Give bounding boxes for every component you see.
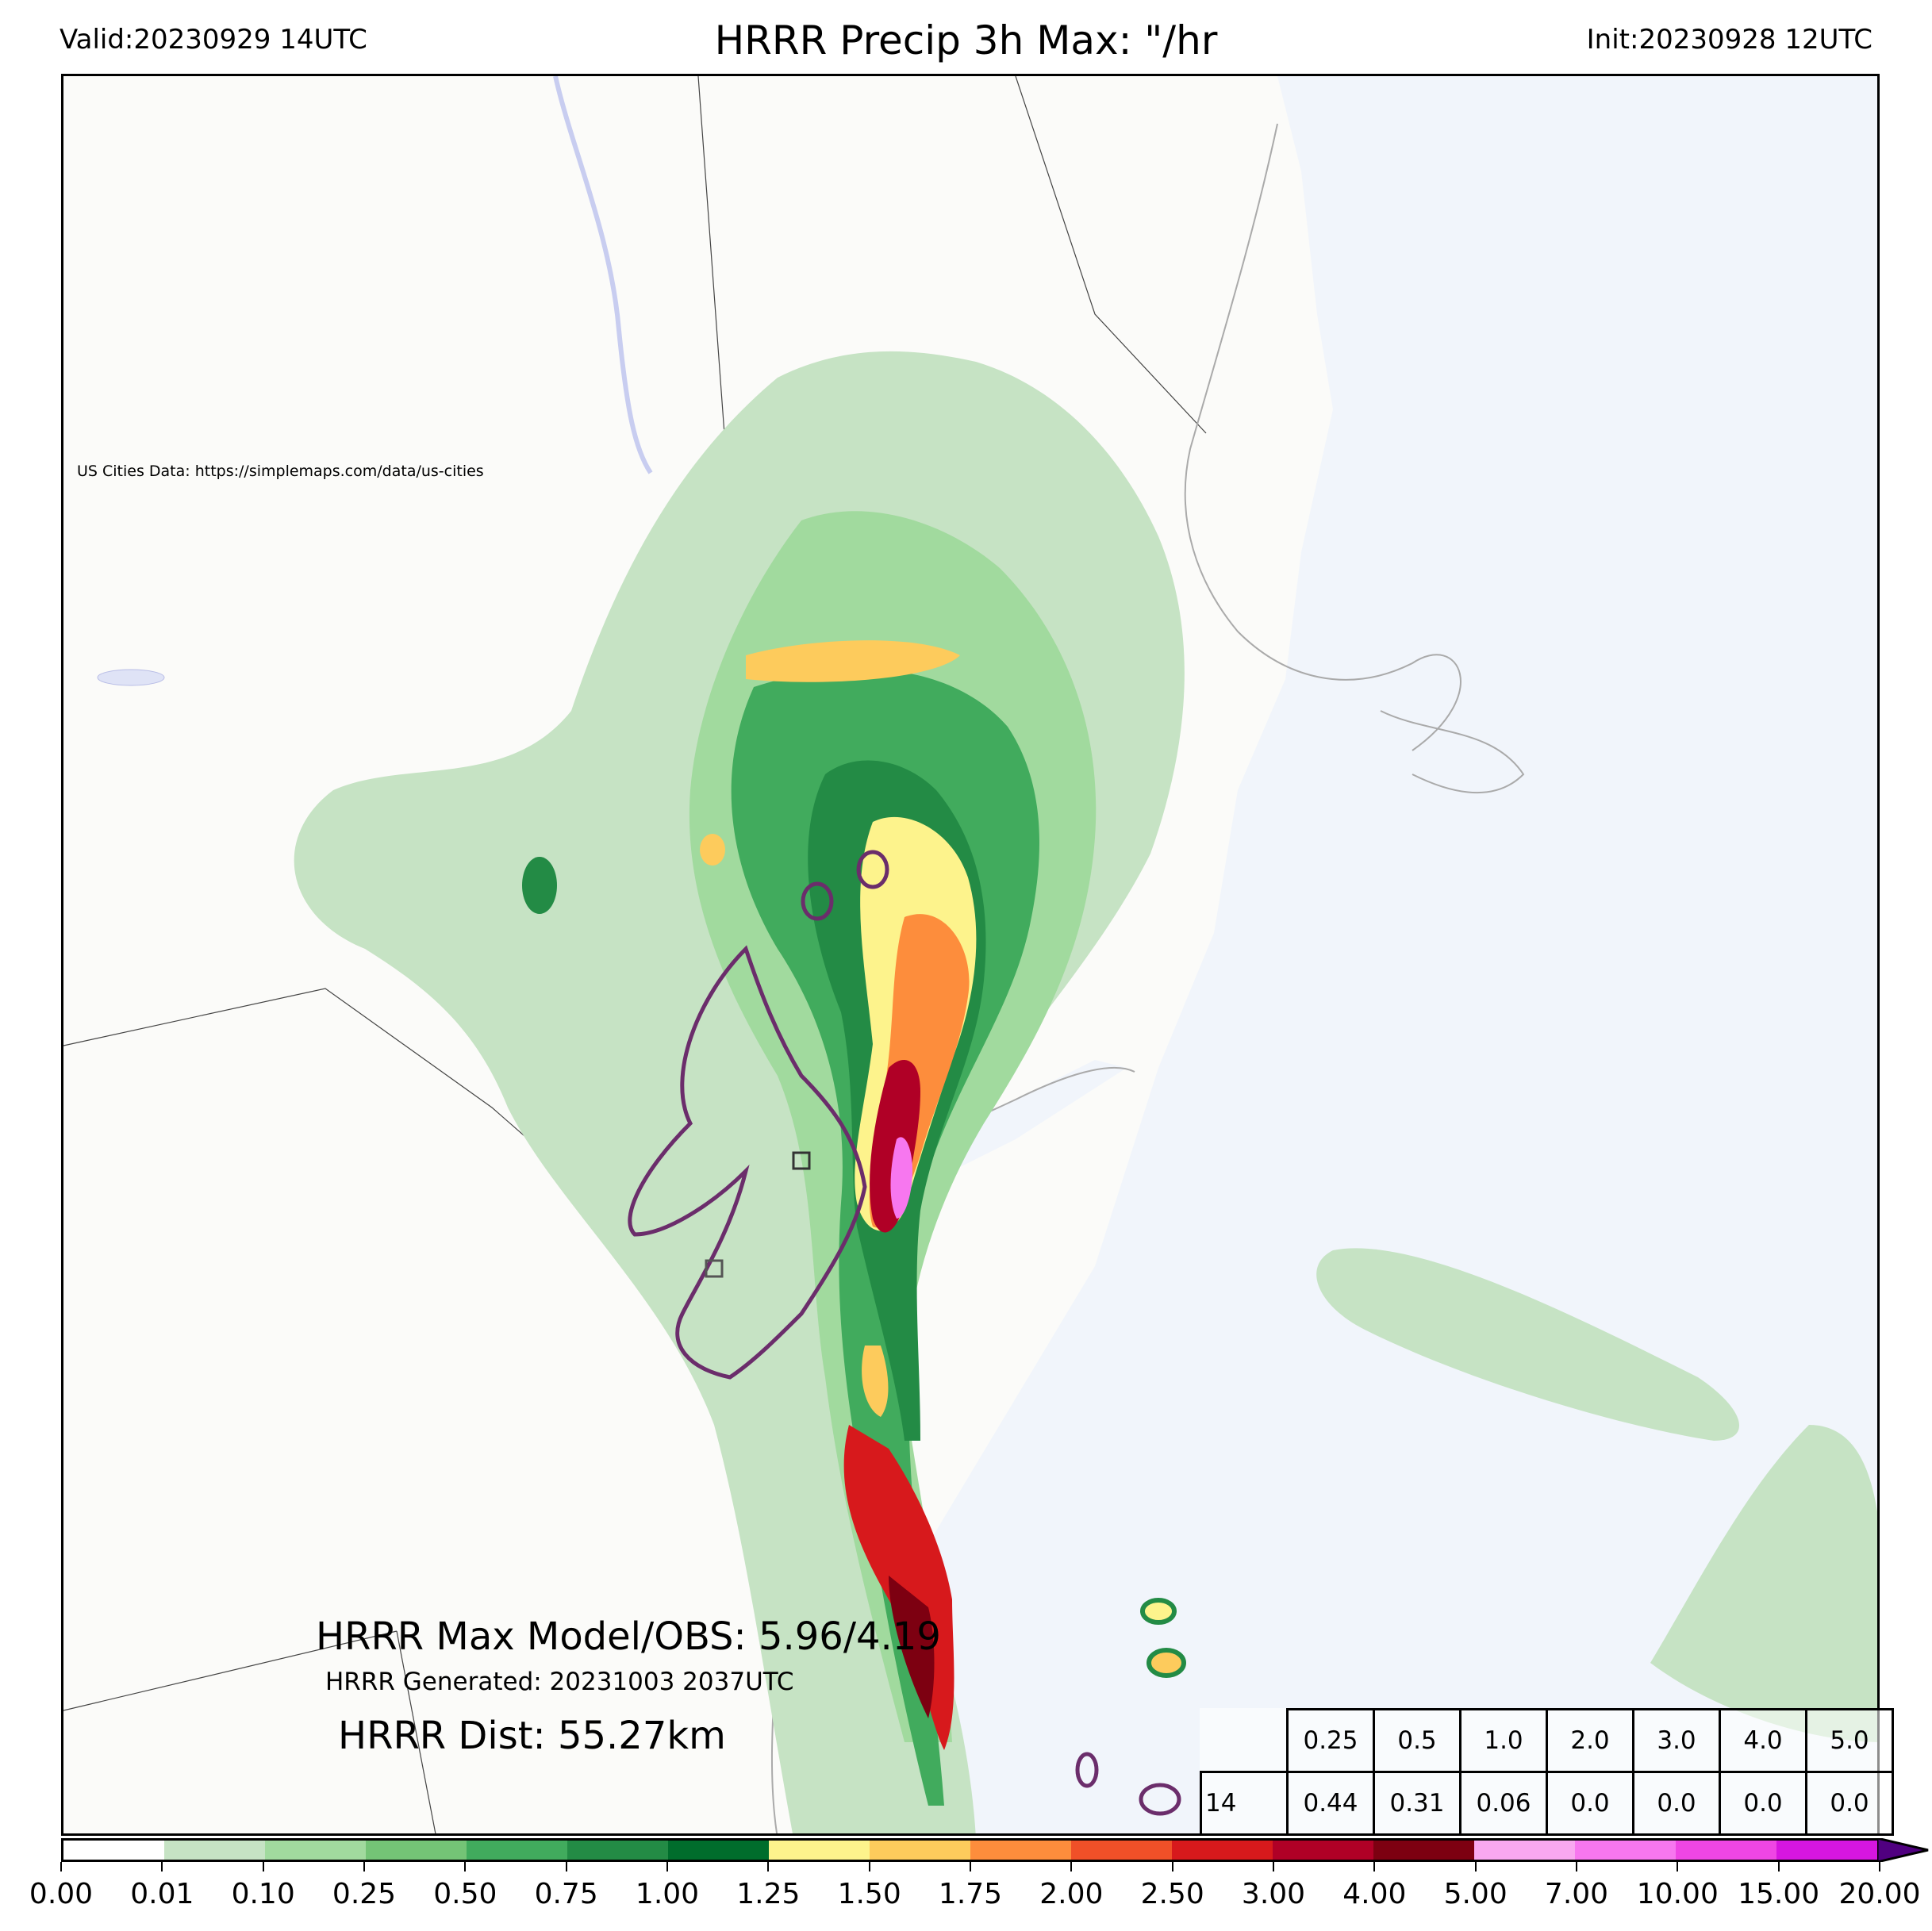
value-cell: 0.0 — [1805, 1771, 1894, 1836]
colorbar-swatch — [1071, 1841, 1172, 1860]
colorbar-tick-mark — [1677, 1862, 1679, 1871]
map-title: HRRR Precip 3h Max: "/hr — [714, 17, 1218, 63]
colorbar-tick-label: 1.50 — [837, 1878, 901, 1910]
threshold-cell: 3.0 — [1632, 1708, 1721, 1773]
colorbar-tick-label: 2.50 — [1140, 1878, 1204, 1910]
colorbar-tick-mark — [1576, 1862, 1577, 1871]
colorbar-swatch — [970, 1841, 1071, 1860]
threshold-cell: 0.5 — [1373, 1708, 1461, 1773]
row-label: 14 — [1200, 1771, 1289, 1836]
colorbar-swatch — [164, 1841, 265, 1860]
colorbar — [61, 1838, 1880, 1862]
colorbar-swatch — [1172, 1841, 1273, 1860]
threshold-cell: 1.0 — [1459, 1708, 1548, 1773]
colorbar-tick-mark — [666, 1862, 668, 1871]
colorbar-tick-label: 15.00 — [1738, 1878, 1820, 1910]
value-row: 14 0.44 0.31 0.06 0.0 0.0 0.0 0.0 — [1200, 1771, 1894, 1836]
threshold-table: 0.25 0.5 1.0 2.0 3.0 4.0 5.0 14 0.44 0.3… — [1200, 1708, 1894, 1836]
lake — [553, 76, 653, 474]
colorbar-swatch — [567, 1841, 668, 1860]
colorbar-tick-label: 3.00 — [1241, 1878, 1306, 1910]
colorbar-swatch — [1575, 1841, 1676, 1860]
colorbar-tick-label: 2.00 — [1039, 1878, 1104, 1910]
colorbar-tick-mark — [60, 1862, 62, 1871]
colorbar-swatch — [1273, 1841, 1373, 1860]
colorbar-swatch — [265, 1841, 366, 1860]
colorbar-extend-arrow — [1877, 1838, 1929, 1862]
colorbar-tick-mark — [262, 1862, 264, 1871]
colorbar-tick-mark — [1373, 1862, 1376, 1871]
colorbar-swatch — [366, 1841, 467, 1860]
colorbar-tick-label: 5.00 — [1443, 1878, 1508, 1910]
table-corner — [1201, 1710, 1288, 1772]
colorbar-tick-mark — [565, 1862, 567, 1871]
colorbar-tick-label: 0.01 — [130, 1878, 194, 1910]
colorbar-tick-mark — [363, 1862, 365, 1871]
colorbar-tick-mark — [868, 1862, 870, 1871]
value-cell: 0.0 — [1719, 1771, 1807, 1836]
colorbar-tick-label: 20.00 — [1838, 1878, 1921, 1910]
init-time: Init:20230928 12UTC — [1586, 24, 1872, 56]
value-cell: 0.31 — [1373, 1771, 1461, 1836]
hrrr-distance: HRRR Dist: 55.27km — [338, 1714, 726, 1758]
colorbar-tick-label: 1.75 — [938, 1878, 1003, 1910]
colorbar-tick-mark — [1777, 1862, 1780, 1871]
colorbar-tick-mark — [1273, 1862, 1274, 1871]
colorbar-swatch — [63, 1841, 164, 1860]
colorbar-tick-mark — [767, 1862, 770, 1871]
colorbar-tick-mark — [161, 1862, 163, 1871]
colorbar-tick-label: 0.10 — [231, 1878, 295, 1910]
valid-time: Valid:20230929 14UTC — [60, 24, 367, 56]
precip-swath — [294, 351, 1877, 1833]
colorbar-swatch — [668, 1841, 769, 1860]
data-credit: US Cities Data: https://simplemaps.com/d… — [77, 463, 484, 480]
generated-time: HRRR Generated: 20231003 2037UTC — [325, 1668, 794, 1696]
colorbar-swatch — [1776, 1841, 1877, 1860]
max-model-obs: HRRR Max Model/OBS: 5.96/4.19 — [316, 1614, 941, 1659]
colorbar-tick-label: 0.00 — [29, 1878, 94, 1910]
colorbar-tick-mark — [1070, 1862, 1073, 1871]
colorbar-tick-mark — [970, 1862, 971, 1871]
colorbar-swatch — [870, 1841, 970, 1860]
colorbar-tick-label: 1.25 — [736, 1878, 801, 1910]
colorbar-tick-label: 7.00 — [1544, 1878, 1609, 1910]
threshold-cell: 2.0 — [1546, 1708, 1634, 1773]
colorbar-swatch — [1373, 1841, 1474, 1860]
colorbar-swatch — [769, 1841, 870, 1860]
threshold-cell: 0.25 — [1286, 1708, 1375, 1773]
colorbar-tick-label: 4.00 — [1342, 1878, 1407, 1910]
station-marker — [705, 1259, 724, 1278]
station-marker — [792, 1151, 811, 1170]
colorbar-tick-label: 10.00 — [1636, 1878, 1719, 1910]
obs-contour — [628, 850, 1181, 1816]
value-cell: 0.44 — [1286, 1771, 1375, 1836]
lake — [97, 669, 165, 686]
colorbar-swatch — [1676, 1841, 1776, 1860]
threshold-cell: 4.0 — [1719, 1708, 1807, 1773]
colorbar-tick-mark — [1879, 1862, 1880, 1871]
colorbar-swatch — [467, 1841, 567, 1860]
value-cell: 0.0 — [1632, 1771, 1721, 1836]
value-cell: 0.0 — [1546, 1771, 1634, 1836]
colorbar-tick-mark — [1171, 1862, 1173, 1871]
colorbar-swatch — [1474, 1841, 1575, 1860]
precip-map[interactable]: US Cities Data: https://simplemaps.com/d… — [61, 74, 1880, 1836]
colorbar-tick-label: 0.25 — [332, 1878, 397, 1910]
value-cell: 0.06 — [1459, 1771, 1548, 1836]
colorbar-tick-label: 0.50 — [433, 1878, 497, 1910]
map-canvas — [63, 76, 1877, 1833]
colorbar-tick-label: 1.00 — [635, 1878, 700, 1910]
colorbar-tick-mark — [464, 1862, 467, 1871]
threshold-cell: 5.0 — [1805, 1708, 1894, 1773]
colorbar-tick-mark — [1474, 1862, 1477, 1871]
threshold-row: 0.25 0.5 1.0 2.0 3.0 4.0 5.0 — [1201, 1708, 1894, 1773]
colorbar-tick-label: 0.75 — [534, 1878, 598, 1910]
